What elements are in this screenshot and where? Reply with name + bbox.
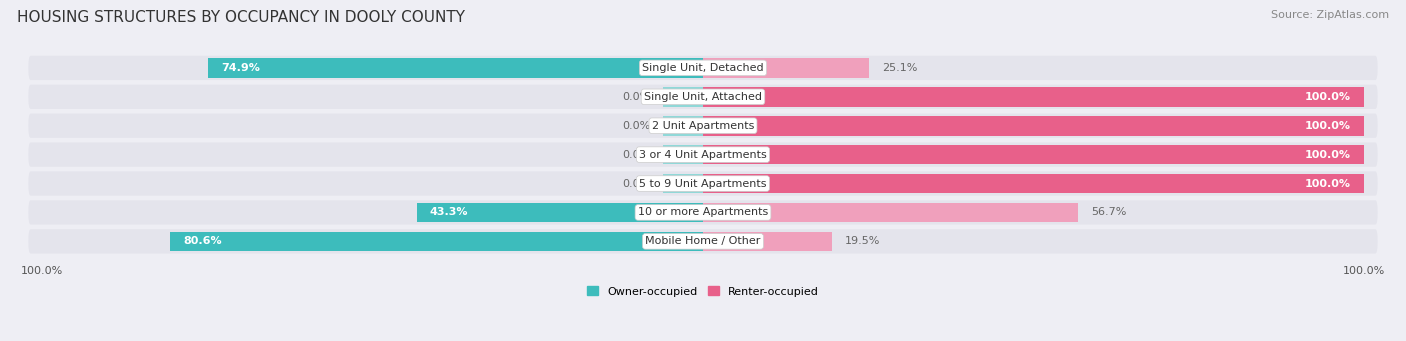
Text: 0.0%: 0.0%: [621, 179, 650, 189]
Text: 100.0%: 100.0%: [1305, 92, 1351, 102]
FancyBboxPatch shape: [28, 56, 1378, 80]
Bar: [664, 116, 703, 135]
Text: 74.9%: 74.9%: [221, 63, 260, 73]
Text: 56.7%: 56.7%: [1091, 207, 1126, 218]
Bar: [703, 174, 1364, 193]
Text: 0.0%: 0.0%: [621, 92, 650, 102]
Bar: [703, 145, 1364, 164]
FancyBboxPatch shape: [28, 85, 1378, 109]
Bar: [664, 174, 703, 193]
Text: Single Unit, Detached: Single Unit, Detached: [643, 63, 763, 73]
Text: 5 to 9 Unit Apartments: 5 to 9 Unit Apartments: [640, 179, 766, 189]
Text: HOUSING STRUCTURES BY OCCUPANCY IN DOOLY COUNTY: HOUSING STRUCTURES BY OCCUPANCY IN DOOLY…: [17, 10, 465, 25]
Text: 25.1%: 25.1%: [882, 63, 918, 73]
Bar: [703, 116, 1364, 135]
FancyBboxPatch shape: [28, 143, 1378, 167]
Text: 2 Unit Apartments: 2 Unit Apartments: [652, 121, 754, 131]
FancyBboxPatch shape: [28, 172, 1378, 196]
Bar: [416, 203, 703, 222]
FancyBboxPatch shape: [28, 229, 1378, 253]
Legend: Owner-occupied, Renter-occupied: Owner-occupied, Renter-occupied: [582, 282, 824, 301]
Bar: [703, 203, 1078, 222]
Text: 100.0%: 100.0%: [1305, 179, 1351, 189]
Text: 0.0%: 0.0%: [621, 121, 650, 131]
Text: 0.0%: 0.0%: [621, 150, 650, 160]
Bar: [170, 232, 703, 251]
Bar: [664, 87, 703, 107]
Text: 100.0%: 100.0%: [1305, 121, 1351, 131]
Text: Single Unit, Attached: Single Unit, Attached: [644, 92, 762, 102]
Bar: [208, 58, 703, 78]
Text: 3 or 4 Unit Apartments: 3 or 4 Unit Apartments: [640, 150, 766, 160]
Bar: [703, 58, 869, 78]
Text: Source: ZipAtlas.com: Source: ZipAtlas.com: [1271, 10, 1389, 20]
Text: 100.0%: 100.0%: [1305, 150, 1351, 160]
Text: 10 or more Apartments: 10 or more Apartments: [638, 207, 768, 218]
Text: 80.6%: 80.6%: [183, 236, 222, 246]
Bar: [703, 232, 832, 251]
FancyBboxPatch shape: [28, 114, 1378, 138]
Text: 19.5%: 19.5%: [845, 236, 880, 246]
FancyBboxPatch shape: [28, 200, 1378, 225]
Text: 43.3%: 43.3%: [430, 207, 468, 218]
Bar: [703, 87, 1364, 107]
Bar: [664, 145, 703, 164]
Text: Mobile Home / Other: Mobile Home / Other: [645, 236, 761, 246]
